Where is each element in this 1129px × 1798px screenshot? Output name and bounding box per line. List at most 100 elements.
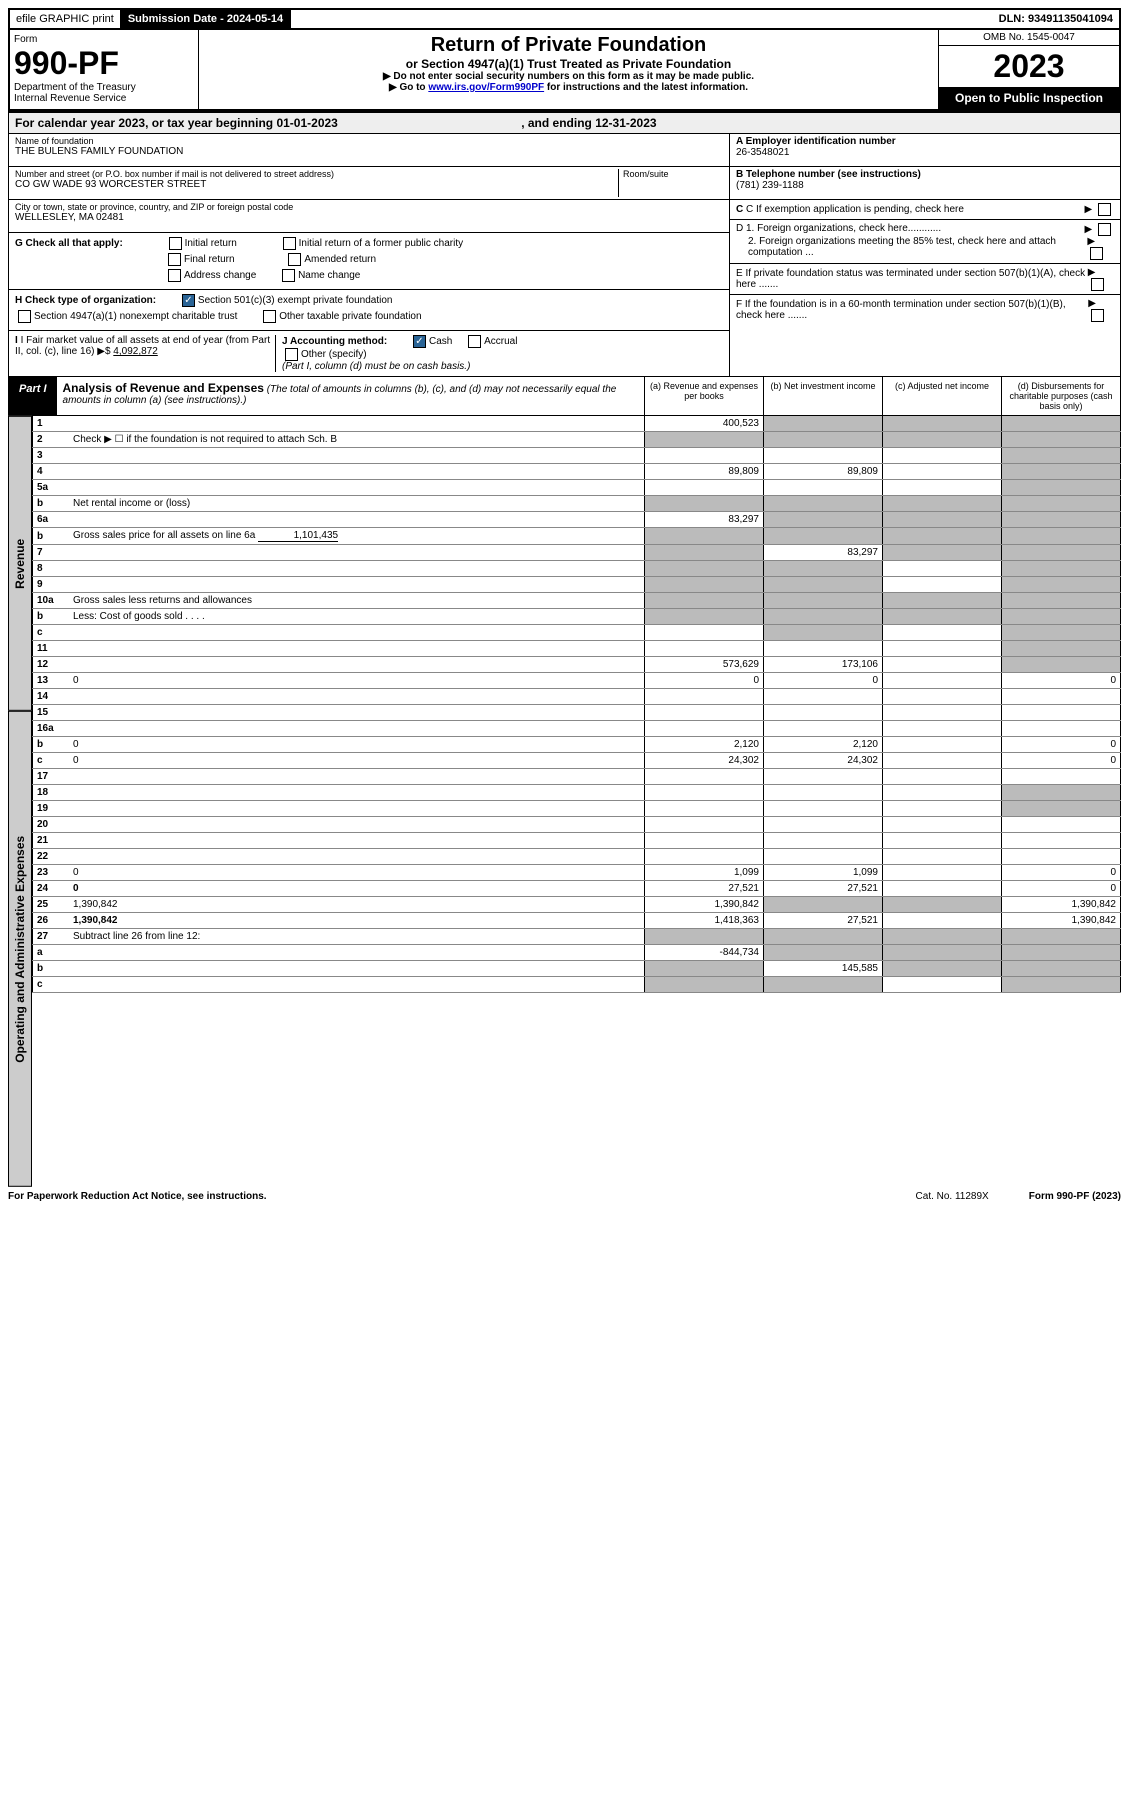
part1-title: Analysis of Revenue and Expenses (The to… <box>57 377 644 415</box>
line-number: 25 <box>33 897 70 913</box>
street-address: CO GW WADE 93 WORCESTER STREET <box>15 179 614 190</box>
value-cell-b <box>764 785 883 801</box>
line-description: Gross sales price for all assets on line… <box>69 528 645 545</box>
value-cell-d <box>1002 721 1121 737</box>
value-cell-c <box>883 561 1002 577</box>
value-cell-d <box>1002 416 1121 432</box>
d1-checkbox[interactable] <box>1098 223 1111 236</box>
value-cell <box>883 528 1002 545</box>
501c3-checkbox[interactable] <box>182 294 195 307</box>
c-checkbox[interactable] <box>1098 203 1111 216</box>
line-description <box>69 801 645 817</box>
value-cell <box>645 528 764 545</box>
other-taxable-checkbox[interactable] <box>263 310 276 323</box>
value-cell-b <box>764 801 883 817</box>
line-description: 0 <box>69 865 645 881</box>
instr-ssn: ▶ Do not enter social security numbers o… <box>203 71 934 82</box>
line-description: Subtract line 26 from line 12: <box>69 929 645 945</box>
value-cell <box>645 593 764 609</box>
d-foreign: D 1. Foreign organizations, check here..… <box>730 220 1120 264</box>
line-number: 26 <box>33 913 70 929</box>
form-header: Form 990-PF Department of the Treasury I… <box>8 30 1121 111</box>
line-number: 8 <box>33 561 70 577</box>
part1-header: Part I Analysis of Revenue and Expenses … <box>8 377 1121 416</box>
part1-table: 1400,5232Check ▶ ☐ if the foundation is … <box>32 416 1121 993</box>
f-checkbox[interactable] <box>1091 309 1104 322</box>
line-description <box>69 769 645 785</box>
table-row: bLess: Cost of goods sold . . . . <box>33 609 1121 625</box>
initial-return-checkbox[interactable] <box>169 237 182 250</box>
line-description <box>69 641 645 657</box>
omb-number: OMB No. 1545-0047 <box>939 30 1119 46</box>
value-cell-a <box>645 769 764 785</box>
value-cell-b <box>764 577 883 593</box>
line-number: 2 <box>33 432 70 448</box>
value-cell-a <box>645 817 764 833</box>
value-cell-d <box>1002 448 1121 464</box>
e-checkbox[interactable] <box>1091 278 1104 291</box>
value-cell-b <box>764 849 883 865</box>
phone-cell: B Telephone number (see instructions) (7… <box>730 167 1120 200</box>
value-cell-a <box>645 480 764 496</box>
value-cell-a: 27,521 <box>645 881 764 897</box>
value-cell <box>883 496 1002 512</box>
line-number: 16a <box>33 721 70 737</box>
irs-link[interactable]: www.irs.gov/Form990PF <box>428 82 544 93</box>
open-inspection: Open to Public Inspection <box>939 87 1119 109</box>
value-cell-a <box>645 833 764 849</box>
value-cell-a: 2,120 <box>645 737 764 753</box>
value-cell-a <box>645 641 764 657</box>
table-row: 11 <box>33 641 1121 657</box>
value-cell-a <box>645 689 764 705</box>
city-state-zip: WELLESLEY, MA 02481 <box>15 212 723 223</box>
value-cell-c <box>883 705 1002 721</box>
value-cell-d: 0 <box>1002 737 1121 753</box>
table-row: 261,390,8421,418,36327,5211,390,842 <box>33 913 1121 929</box>
table-row: 20 <box>33 817 1121 833</box>
cash-checkbox[interactable] <box>413 335 426 348</box>
d2-checkbox[interactable] <box>1090 247 1103 260</box>
name-change-checkbox[interactable] <box>282 269 295 282</box>
c-exemption: C C If exemption application is pending,… <box>730 200 1120 220</box>
table-row: 12573,629173,106 <box>33 657 1121 673</box>
value-cell-c <box>883 817 1002 833</box>
value-cell <box>764 593 883 609</box>
value-cell-d <box>1002 689 1121 705</box>
accrual-checkbox[interactable] <box>468 335 481 348</box>
table-row: 2301,0991,0990 <box>33 865 1121 881</box>
line-description <box>69 833 645 849</box>
value-cell-c <box>883 913 1002 929</box>
line-description <box>69 689 645 705</box>
line-description <box>69 977 645 993</box>
irs-label: Internal Revenue Service <box>14 93 194 104</box>
former-charity-checkbox[interactable] <box>283 237 296 250</box>
value-cell-b: 0 <box>764 673 883 689</box>
4947-checkbox[interactable] <box>18 310 31 323</box>
line-number: 9 <box>33 577 70 593</box>
address-change-checkbox[interactable] <box>168 269 181 282</box>
value-cell-a <box>645 801 764 817</box>
value-cell-c <box>883 673 1002 689</box>
amended-return-checkbox[interactable] <box>288 253 301 266</box>
value-cell-d: 1,390,842 <box>1002 897 1121 913</box>
value-cell-a <box>645 448 764 464</box>
table-row: a-844,734 <box>33 945 1121 961</box>
line-description: Net rental income or (loss) <box>69 496 645 512</box>
table-row: bNet rental income or (loss) <box>33 496 1121 512</box>
value-cell-d <box>1002 561 1121 577</box>
value-cell-a: 573,629 <box>645 657 764 673</box>
value-cell-d <box>1002 641 1121 657</box>
value-cell-c <box>883 801 1002 817</box>
address-cell: Number and street (or P.O. box number if… <box>9 167 729 200</box>
final-return-checkbox[interactable] <box>168 253 181 266</box>
line-description <box>69 416 645 432</box>
top-bar: efile GRAPHIC print Submission Date - 20… <box>8 8 1121 30</box>
value-cell-b <box>764 769 883 785</box>
other-method-checkbox[interactable] <box>285 348 298 361</box>
value-cell-c <box>883 833 1002 849</box>
value-cell <box>883 593 1002 609</box>
line-number: 3 <box>33 448 70 464</box>
table-row: b02,1202,1200 <box>33 737 1121 753</box>
table-row: bGross sales price for all assets on lin… <box>33 528 1121 545</box>
value-cell <box>883 929 1002 945</box>
